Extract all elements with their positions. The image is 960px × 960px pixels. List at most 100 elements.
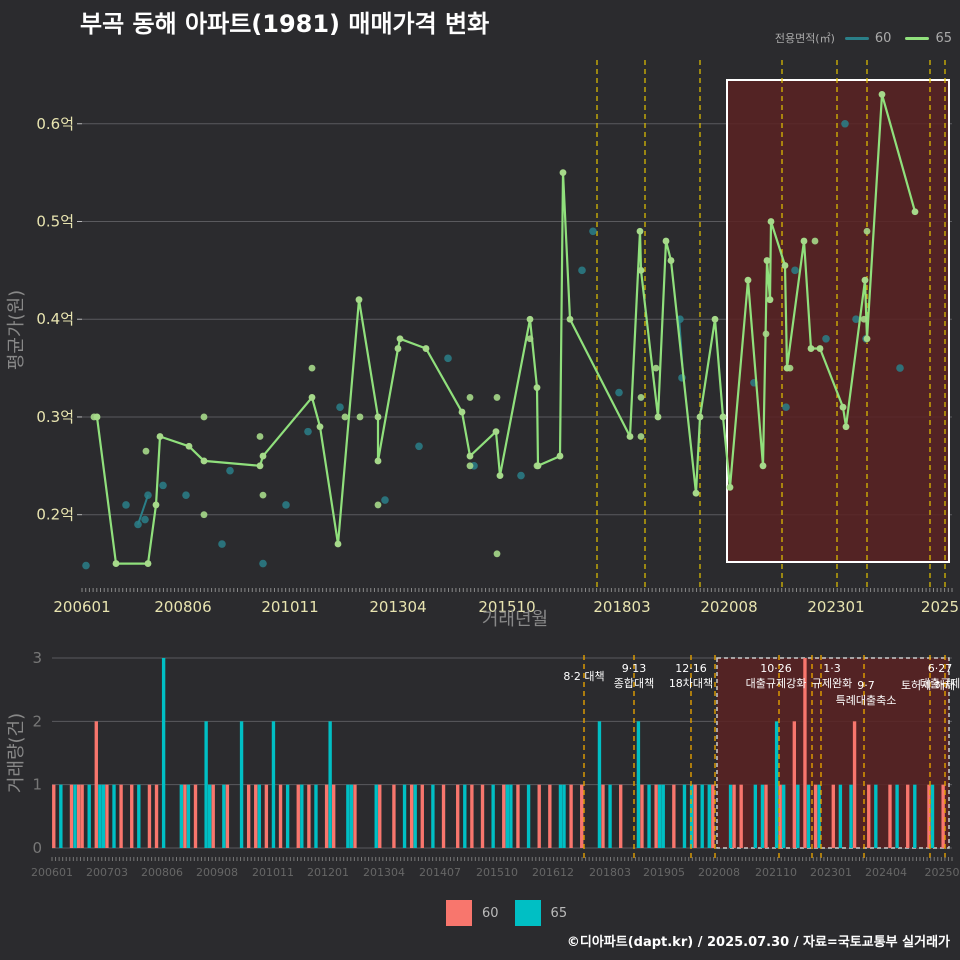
bar-60	[378, 784, 382, 848]
series-60-point	[415, 442, 423, 451]
series-65-extra-point	[493, 394, 501, 401]
series-65-point	[334, 540, 342, 548]
series-60-point	[282, 501, 290, 509]
series-60-point	[134, 520, 142, 529]
series-65-extra-point	[308, 364, 316, 372]
bar-65	[207, 784, 212, 848]
series-65-point	[637, 266, 645, 274]
y-tick-label: 0.3억	[36, 408, 74, 426]
policy-text-label: 18차대책	[669, 677, 713, 690]
series-65-point	[185, 442, 193, 450]
x-tick-label: 202301	[807, 598, 864, 616]
bar-65	[509, 784, 513, 848]
bar-65	[689, 784, 694, 848]
bar-65	[101, 784, 106, 848]
bar-x-tick-label: 202110	[755, 866, 797, 879]
y-tick-label: 0.5억	[36, 212, 74, 230]
bar-65	[682, 784, 687, 848]
bar-x-tick-label: 200806	[141, 866, 183, 879]
bar-60	[537, 784, 541, 848]
bar-65	[179, 784, 184, 848]
x-tick-label: 201510	[478, 598, 535, 616]
bar-60	[852, 721, 857, 848]
series-60-point	[226, 466, 234, 475]
series-65-point	[556, 452, 564, 460]
bar-65	[895, 784, 899, 848]
bar-60	[888, 784, 892, 848]
bar-60	[502, 784, 506, 848]
series-65-point	[863, 335, 871, 343]
bar-65	[285, 784, 290, 848]
bar-y-tick-label: 1	[32, 776, 42, 794]
series-65-point	[800, 237, 808, 245]
series-60-point	[589, 227, 597, 236]
bar-60	[278, 784, 283, 848]
series-65-extra-point	[90, 413, 98, 421]
series-65-point	[144, 560, 152, 567]
series-65-point	[396, 335, 404, 343]
legend-line-60	[844, 36, 869, 40]
series-65-point	[200, 457, 208, 465]
x-tick-label: 200806	[154, 598, 211, 616]
bar-65	[59, 784, 63, 848]
series-65-extra-point	[786, 364, 794, 372]
bar-legend: 60 65	[446, 900, 567, 926]
series-60-point	[381, 496, 389, 504]
series-65-extra-point	[466, 394, 474, 401]
bar-x-tick-label: 201201	[307, 866, 349, 879]
bar-60	[792, 721, 797, 848]
policy-text-label: 대출규제	[920, 677, 960, 690]
series-65-point	[374, 413, 382, 421]
series-65-point	[566, 315, 574, 323]
series-65-point	[422, 345, 430, 352]
bar-60	[941, 784, 945, 848]
volume-chart-panel: 0 1 2 3 거래량(건) 8·2 대책 9·13 종합대책 12·16 18차대책 10·26 대…	[6, 649, 960, 879]
bar-60	[392, 784, 396, 848]
y-tick-label: 0.6억	[36, 115, 74, 133]
bar-x-tick-label: 201803	[589, 866, 631, 879]
bar-65	[817, 784, 821, 848]
bar-60	[332, 784, 336, 848]
policy-text-label: 규제완화	[812, 677, 852, 690]
series-65-extra-point	[860, 315, 868, 323]
series-65-extra-point	[341, 413, 349, 421]
bar-60	[619, 784, 623, 848]
series-60-point	[122, 501, 130, 509]
series-60-point	[336, 403, 344, 411]
bar-x-tick-label: 202301	[810, 866, 852, 879]
series-65-point	[526, 315, 534, 323]
bar-y-tick-label: 2	[32, 712, 42, 730]
bar-60	[193, 784, 198, 848]
series-65-point	[374, 457, 382, 465]
series-65-extra-point	[652, 364, 660, 372]
bar-65	[874, 784, 878, 848]
bar-60	[307, 784, 311, 848]
bar-x-tick-label: 201510	[476, 866, 518, 879]
bar-65	[597, 721, 602, 848]
bar-65	[161, 658, 166, 848]
bar-65	[760, 784, 765, 848]
policy-date-label: 12·16	[675, 662, 707, 675]
series-65-point	[719, 413, 727, 421]
bar-60	[672, 784, 676, 848]
series-60-point	[615, 388, 623, 397]
series-65-extra-point	[762, 330, 770, 338]
bar-60	[130, 784, 134, 848]
y-axis-title: 평균가(원)	[6, 290, 27, 370]
x-tick-label: 202008	[700, 598, 757, 616]
bar-x-tick-label: 20250	[925, 866, 960, 879]
bar-65	[431, 784, 435, 848]
bar-65	[636, 721, 641, 848]
bar-60	[548, 784, 552, 848]
policy-date-label: 10·26	[760, 662, 792, 675]
series-60-point	[218, 540, 226, 548]
series-65-point	[667, 257, 675, 264]
series-65-extra-point	[374, 501, 382, 509]
policy-text-label: 특례대출축소	[836, 694, 897, 707]
bar-60	[480, 784, 485, 848]
series-60-point	[822, 334, 830, 343]
legend-label-60: 60	[874, 30, 892, 46]
bar-65	[87, 784, 91, 848]
bar-65	[526, 784, 531, 848]
x-tick-label: 200601	[53, 598, 110, 616]
